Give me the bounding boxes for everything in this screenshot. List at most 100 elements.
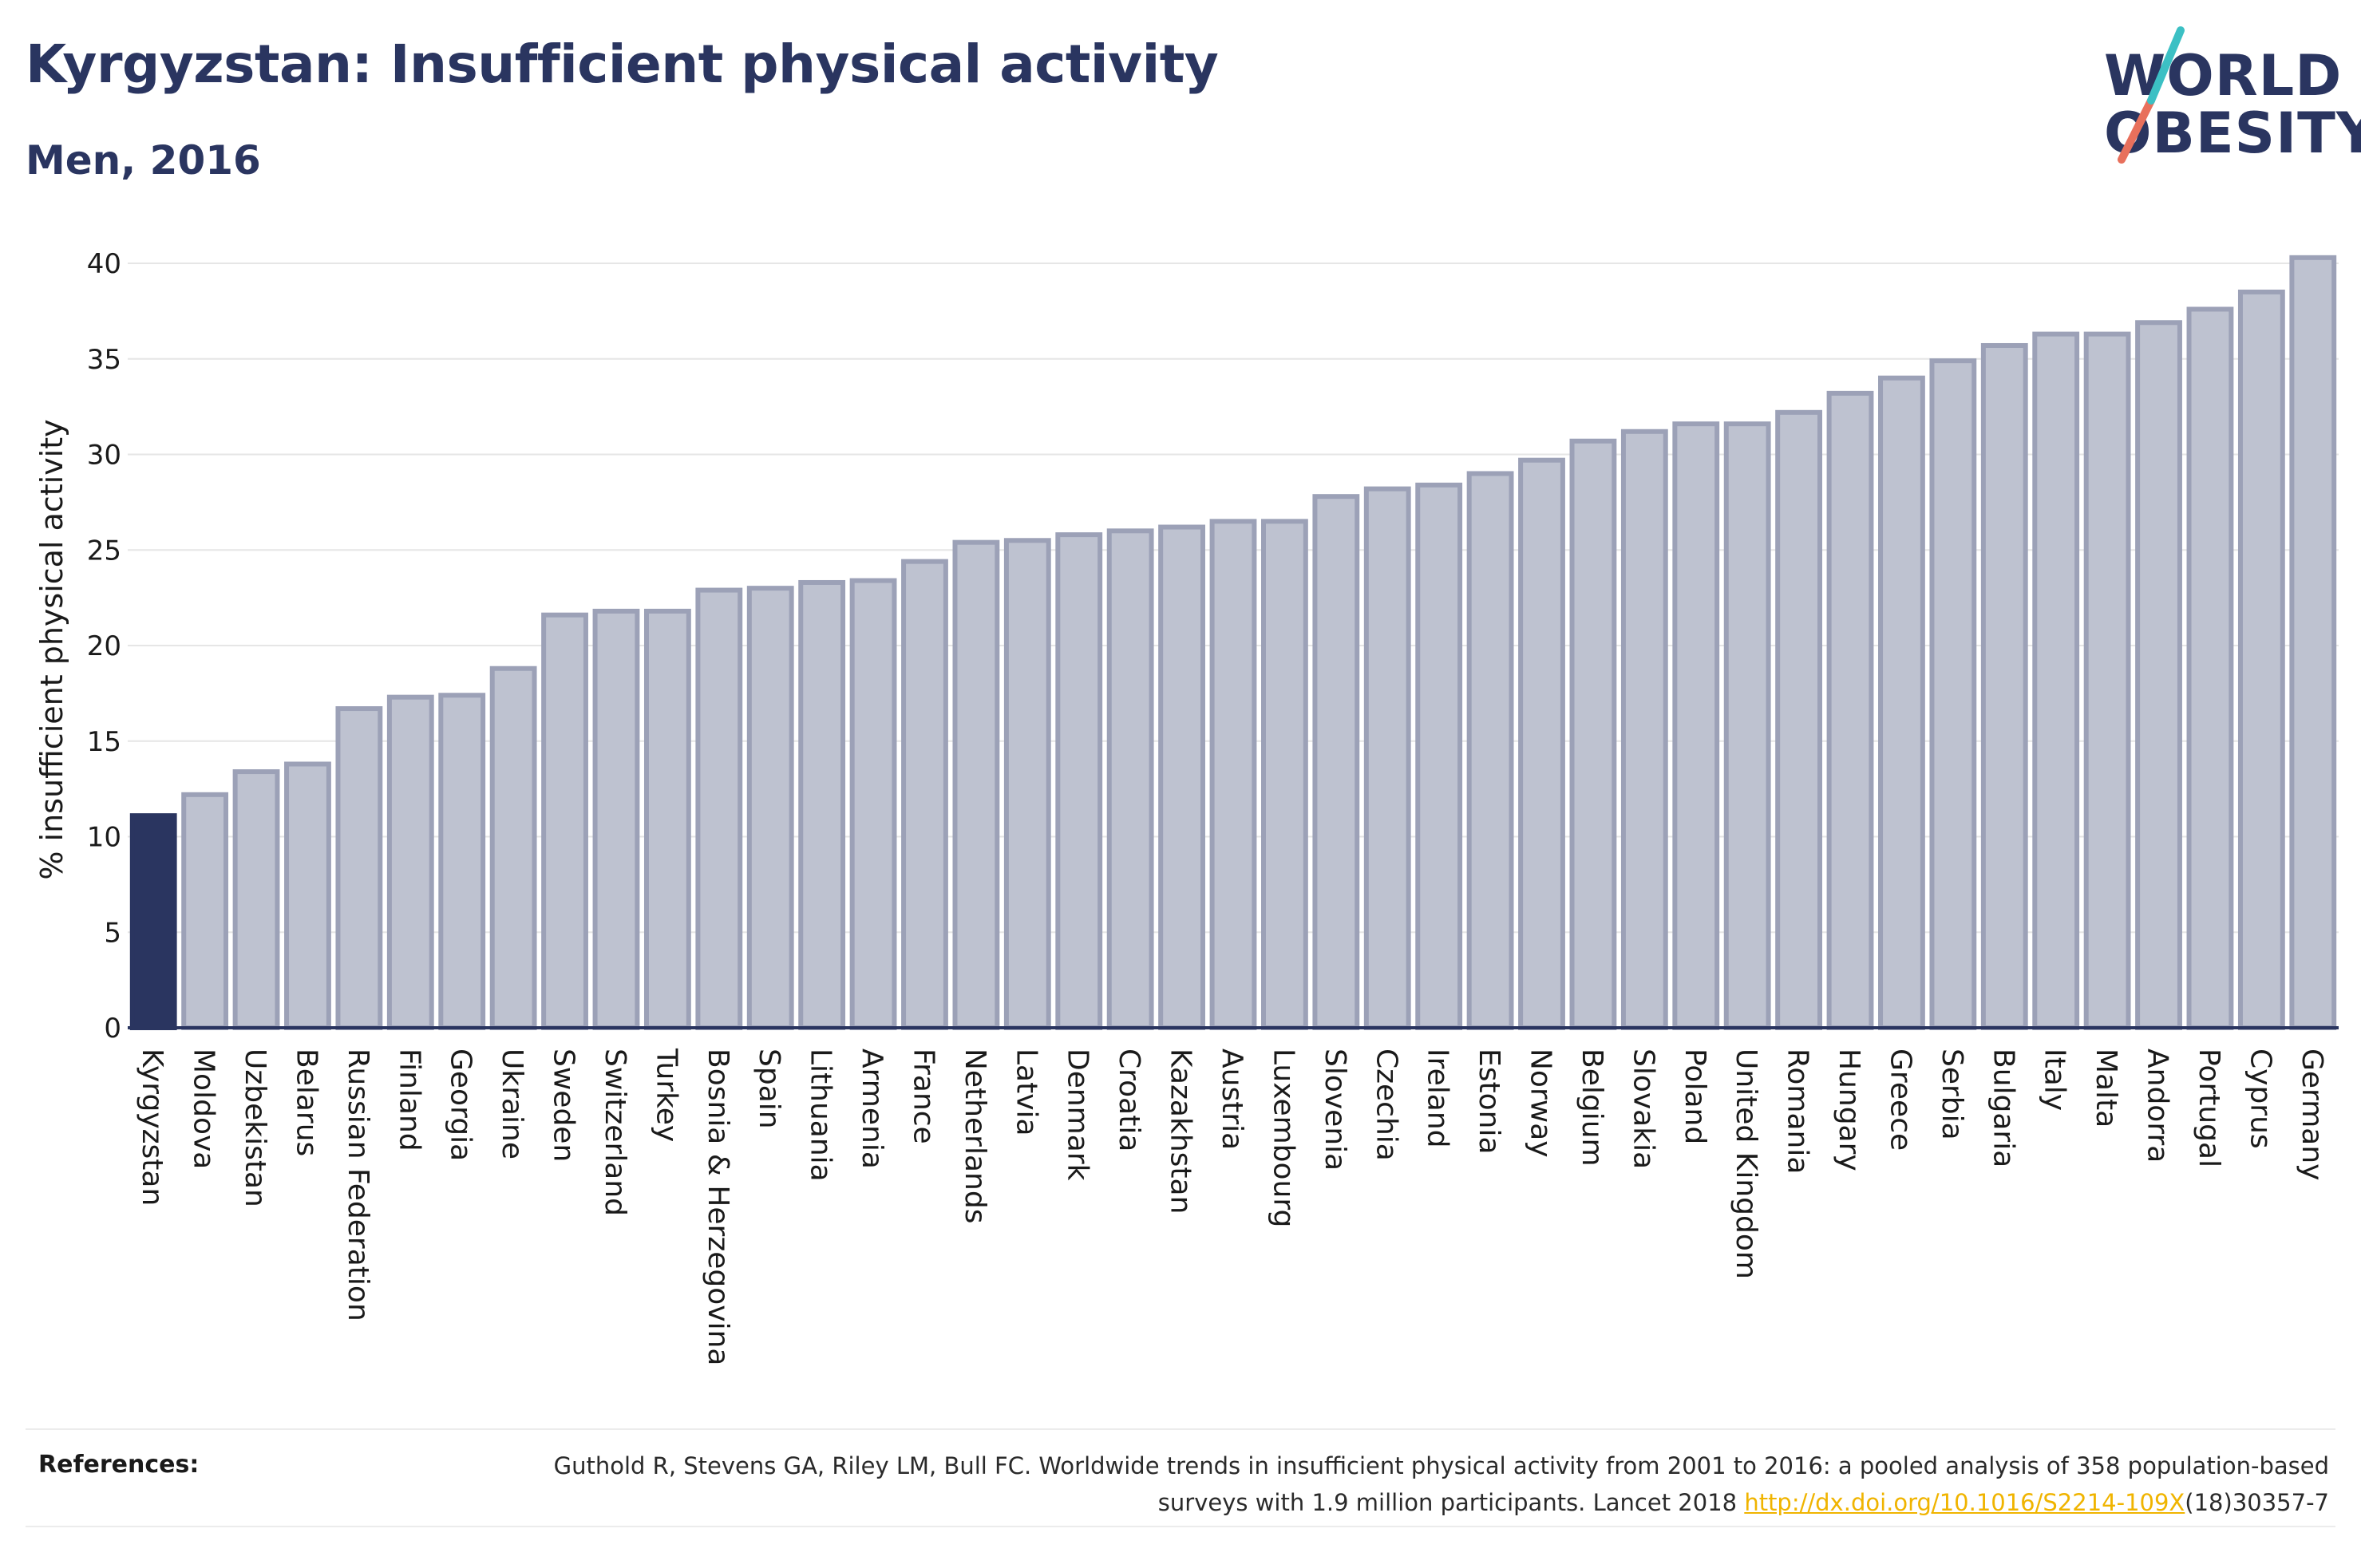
bar-bulgaria [1980,342,2028,1030]
bar-france [901,559,948,1030]
x-tick-label-serbia: Serbia [1936,1049,1968,1140]
references-doi-link[interactable]: http://dx.doi.org/10.1016/S2214-109X [1744,1489,2185,1516]
x-tick-label-moldova: Moldova [188,1049,220,1169]
bar-germany [2289,255,2337,1030]
x-tick-label-austria: Austria [1216,1049,1248,1150]
bar-finland [386,694,434,1030]
x-tick-label-armenia: Armenia [856,1049,888,1169]
y-tick-label-20: 20 [87,630,121,662]
y-tick-label-30: 30 [87,440,121,472]
bar-turkey [643,608,691,1030]
bar-hungary [1826,390,1874,1030]
x-tick-label-georgia: Georgia [445,1049,477,1161]
bar-slovakia [1620,429,1668,1030]
bar-andorra [2135,320,2182,1030]
x-tick-label-switzerland: Switzerland [599,1049,631,1216]
x-tick-label-estonia: Estonia [1473,1049,1505,1155]
world-obesity-logo: WORLD OBESITY [2075,24,2361,176]
y-tick-label-40: 40 [87,248,121,280]
x-tick-label-sweden: Sweden [548,1049,580,1162]
x-tick-label-turkey: Turkey [650,1048,682,1142]
bar-greece [1878,375,1925,1030]
x-tick-label-norway: Norway [1525,1049,1557,1158]
x-tick-label-germany: Germany [2296,1049,2328,1180]
x-tick-label-belgium: Belgium [1576,1049,1608,1167]
x-tick-label-andorra: Andorra [2142,1049,2174,1163]
bar-russian-federation [335,706,383,1030]
y-tick-label-35: 35 [87,344,121,376]
bar-sweden [541,612,588,1030]
y-tick-label-5: 5 [104,917,121,949]
x-tick-label-belarus: Belarus [290,1049,322,1156]
bar-latvia [1003,538,1051,1030]
x-tick-label-ireland: Ireland [1422,1049,1454,1148]
bar-romania [1775,409,1823,1030]
bar-bosnia-herzegovina [695,587,743,1030]
x-tick-label-poland: Poland [1679,1049,1711,1144]
x-tick-label-portugal: Portugal [2193,1049,2225,1167]
references-citation: Guthold R, Stevens GA, Riley LM, Bull FC… [553,1452,2329,1516]
bar-lithuania [798,579,846,1030]
x-tick-label-france: France [907,1049,939,1144]
x-tick-label-czechia: Czechia [1370,1049,1402,1161]
logo-text-world: WORLD [2104,43,2343,109]
bar-kazakhstan [1158,524,1205,1030]
x-tick-label-ukraine: Ukraine [496,1049,528,1159]
bar-malta [2083,331,2131,1030]
bar-georgia [438,693,486,1031]
x-tick-label-hungary: Hungary [1833,1049,1865,1171]
x-tick-label-slovakia: Slovakia [1627,1049,1659,1169]
bar-belgium [1569,438,1617,1030]
x-tick-label-italy: Italy [2039,1049,2071,1111]
chart-title: Kyrgyzstan: Insufficient physical activi… [26,34,1219,95]
references-label: References: [38,1451,200,1479]
x-tick-label-romania: Romania [1782,1049,1814,1174]
x-tick-label-croatia: Croatia [1113,1049,1145,1151]
bar-italy [2032,331,2080,1030]
bar-poland [1672,421,1720,1030]
bar-denmark [1055,532,1103,1030]
x-tick-label-luxembourg: Luxembourg [1267,1049,1299,1227]
x-tick-label-netherlands: Netherlands [959,1049,991,1223]
bar-luxembourg [1261,519,1308,1030]
references-top-divider [26,1428,2335,1430]
logo-slash-icon [2118,26,2185,164]
bar-ireland [1415,482,1463,1030]
x-tick-label-greece: Greece [1884,1049,1916,1151]
y-axis-title: % insufficient physical activity [34,419,69,879]
x-tick-label-bosnia-herzegovina: Bosnia & Herzegovina [702,1049,734,1365]
bar-united-kingdom [1723,421,1771,1030]
logo-slash-coral [2118,97,2155,164]
bar-ukraine [489,666,537,1030]
bar-kyrgyzstan [129,813,177,1031]
references-doi-suffix: (18)30357-7 [2185,1489,2329,1516]
x-tick-label-denmark: Denmark [1062,1049,1094,1181]
y-tick-label-25: 25 [87,535,121,567]
bar-cyprus [2237,289,2285,1030]
bar-estonia [1466,471,1514,1030]
bar-uzbekistan [232,769,280,1030]
chart-subtitle: Men, 2016 [26,137,261,184]
bar-czechia [1363,486,1411,1030]
x-tick-label-lithuania: Lithuania [805,1049,837,1182]
bar-switzerland [592,608,640,1030]
references-bottom-divider [26,1526,2335,1527]
bar-serbia [1929,358,1977,1030]
x-tick-label-cyprus: Cyprus [2244,1049,2276,1149]
x-tick-label-slovenia: Slovenia [1319,1049,1351,1171]
y-tick-label-10: 10 [87,822,121,854]
y-tick-label-15: 15 [87,726,121,758]
x-tick-label-latvia: Latvia [1010,1049,1042,1136]
bar-slovenia [1312,494,1360,1030]
x-tick-label-malta: Malta [2090,1049,2122,1128]
bar-norway [1518,457,1565,1030]
bar-belarus [284,761,331,1030]
y-tick-label-0: 0 [104,1013,121,1045]
references-text: Guthold R, Stevens GA, Riley LM, Bull FC… [493,1448,2329,1521]
bar-austria [1209,519,1257,1030]
x-tick-label-united-kingdom: United Kingdom [1730,1049,1762,1279]
x-tick-label-russian-federation: Russian Federation [342,1049,374,1321]
bar-netherlands [952,539,1000,1030]
x-tick-label-kyrgyzstan: Kyrgyzstan [136,1049,168,1206]
bar-moldova [181,792,229,1030]
